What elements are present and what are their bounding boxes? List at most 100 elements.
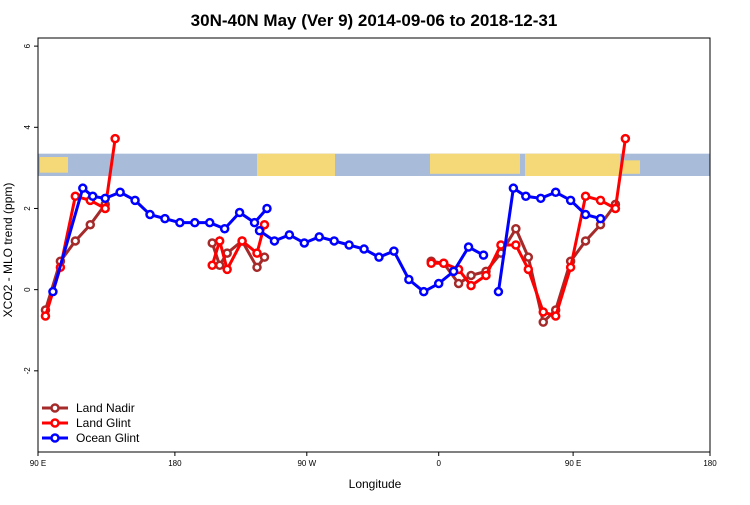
legend-label-0: Land Nadir — [76, 401, 135, 415]
series-2-point-2-0 — [493, 286, 504, 297]
y-tick-label-2: 2 — [23, 206, 32, 211]
series-1-point-2-8 — [538, 307, 548, 317]
series-0-point-1-0 — [207, 238, 217, 248]
series-2-point-2-1 — [508, 183, 519, 193]
series-1-point-2-6 — [511, 240, 521, 250]
x-axis: 90 E 180 90 W 0 90 E 180 — [30, 452, 717, 468]
series-2-point-2-5 — [565, 195, 576, 206]
series-2-point-0-7 — [160, 213, 170, 224]
series-2-point-1-8 — [374, 252, 384, 262]
series-1-point-1-1 — [214, 236, 225, 246]
series-2-point-1-2 — [284, 230, 295, 240]
series-1-point-2-11 — [580, 191, 591, 202]
legend-marker-1 — [50, 418, 60, 428]
series-2-point-2-2 — [521, 191, 531, 202]
legend-marker-0 — [50, 403, 60, 413]
series-2-point-0-14 — [262, 203, 272, 214]
x-tick-label-2: 90 W — [297, 459, 316, 468]
series-0-point-2-11 — [580, 236, 591, 246]
map-land-1 — [257, 153, 335, 176]
series-2-point-1-6 — [344, 240, 354, 250]
series-2-point-2-3 — [536, 193, 546, 204]
series-2-point-1-0 — [254, 226, 265, 236]
series-2-point-2-4 — [550, 187, 561, 197]
series-1-point-2-0 — [426, 258, 436, 269]
series-1-point-2-3 — [466, 280, 476, 291]
series-2-point-1-1 — [269, 236, 280, 246]
series-1-point-1-4 — [252, 248, 262, 258]
series-2-point-1-13 — [448, 266, 459, 277]
series-1-point-0-2 — [70, 191, 81, 202]
series-0-point-1-4 — [252, 262, 262, 273]
series-1-point-2-14 — [620, 133, 631, 144]
series-2-point-0-3 — [100, 193, 110, 204]
series-1-point-0-5 — [110, 133, 120, 144]
series-2-point-1-3 — [299, 238, 310, 248]
series-2-point-1-4 — [314, 232, 324, 242]
series-0-point-0-3 — [85, 219, 96, 230]
series-1-point-2-4 — [481, 270, 491, 281]
map-land-3 — [525, 153, 620, 176]
series-layer — [40, 133, 631, 327]
series-2-point-1-12 — [433, 278, 444, 289]
series-2-point-0-9 — [190, 217, 200, 228]
series-2-point-0-10 — [204, 217, 215, 228]
series-0-point-2-3 — [466, 270, 476, 281]
series-2-point-0-12 — [234, 207, 245, 218]
series-2-point-0-6 — [145, 209, 155, 220]
series-2-line-1 — [258, 229, 485, 294]
x-tick-label-4: 90 E — [565, 459, 581, 468]
series-1-point-1-3 — [237, 236, 247, 246]
series-2-point-0-2 — [88, 191, 98, 202]
y-tick-label-4: 6 — [23, 43, 32, 48]
series-0-point-2-6 — [511, 224, 521, 234]
series-2-point-0-0 — [48, 286, 58, 297]
y-tick-label-0: -2 — [23, 367, 32, 375]
x-tick-label-0: 90 E — [30, 459, 46, 468]
series-2-point-2-6 — [580, 209, 591, 220]
series-1-point-2-12 — [595, 195, 606, 206]
series-0-point-0-2 — [70, 236, 81, 246]
series-1-point-1-5 — [259, 219, 270, 230]
series-2-point-0-8 — [175, 217, 185, 228]
series-2-point-1-5 — [329, 236, 339, 246]
legend-label-1: Land Glint — [76, 416, 131, 430]
series-2-point-0-13 — [249, 217, 260, 228]
map-land-2 — [430, 153, 520, 174]
y-axis: -2 0 2 4 6 — [23, 43, 38, 374]
series-2-point-1-15 — [478, 250, 489, 260]
series-2 — [48, 183, 606, 297]
series-2-point-0-4 — [115, 187, 125, 197]
series-1-point-2-9 — [550, 311, 561, 321]
series-2-point-1-14 — [463, 242, 474, 252]
series-2-point-0-1 — [78, 183, 88, 193]
y-axis-label: XCO2 - MLO trend (ppm) — [1, 183, 15, 318]
series-1-point-2-1 — [438, 258, 449, 269]
map-land-4 — [622, 160, 640, 174]
series-2-point-1-10 — [404, 274, 414, 285]
x-tick-label-1: 180 — [168, 459, 182, 468]
series-0-point-1-1 — [214, 260, 225, 271]
x-axis-label: Longitude — [349, 477, 402, 491]
y-tick-label-3: 4 — [23, 125, 32, 130]
series-2-point-1-7 — [359, 244, 369, 254]
series-0-point-1-5 — [259, 252, 270, 262]
chart-title: 30N-40N May (Ver 9) 2014-09-06 to 2018-1… — [191, 11, 558, 30]
series-1-point-1-0 — [207, 260, 217, 271]
series-1-point-0-0 — [40, 311, 51, 321]
series-0-point-2-8 — [538, 317, 548, 327]
series-1-point-2-13 — [610, 203, 621, 214]
series-2-point-1-11 — [419, 286, 429, 297]
series-2-point-1-9 — [389, 246, 399, 256]
series-2-line-0 — [51, 185, 269, 293]
y-tick-label-1: 0 — [23, 287, 32, 292]
series-1-point-1-2 — [222, 264, 232, 275]
series-0-point-2-2 — [453, 278, 464, 289]
world-map-band — [38, 153, 710, 176]
plot-frame — [37, 37, 711, 453]
series-2-point-0-11 — [219, 224, 230, 234]
legend-label-2: Ocean Glint — [76, 431, 140, 445]
